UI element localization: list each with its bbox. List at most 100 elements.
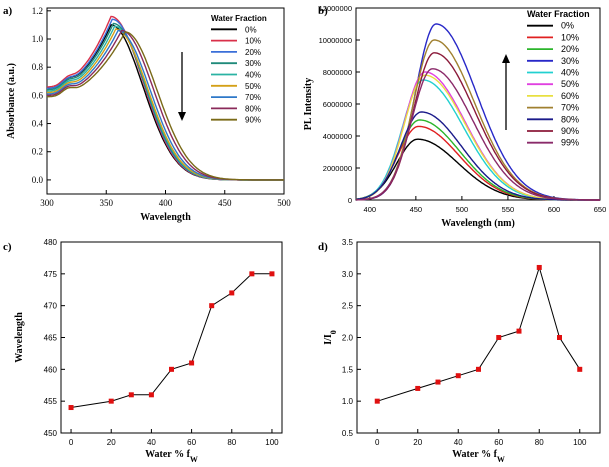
legend-label: 80%: [245, 104, 261, 113]
x-tick-label: 60: [494, 438, 503, 447]
panel-label: c): [3, 241, 12, 253]
x-tick-label: 600: [548, 205, 561, 214]
data-point: [229, 290, 235, 296]
x-tick-label: 450: [218, 198, 232, 208]
y-tick-label: 0.5: [342, 429, 354, 438]
data-point: [209, 303, 215, 309]
data-point: [249, 271, 255, 277]
x-tick-label: 20: [413, 438, 422, 447]
legend-label: 10%: [245, 37, 261, 46]
series-line: [356, 68, 600, 201]
data-point: [68, 405, 74, 411]
x-tick-label: 550: [502, 205, 515, 214]
legend-label: 40%: [245, 71, 261, 80]
y-tick-label: 6000000: [323, 100, 352, 109]
x-tick-label: 60: [187, 438, 196, 447]
y-axis-label: Wavelength: [14, 312, 25, 363]
data-point: [374, 398, 380, 404]
x-tick-label: 80: [227, 438, 236, 447]
y-tick-label: 0.8: [32, 62, 44, 72]
x-tick-label: 100: [573, 438, 587, 447]
y-axis-label: PL Intensity: [303, 78, 314, 131]
y-tick-label: 1.0: [32, 34, 44, 44]
data-point: [435, 379, 441, 385]
x-tick-label: 450: [410, 205, 423, 214]
legend-label: 20%: [561, 44, 579, 54]
x-axis-label-sub: W: [190, 455, 198, 464]
legend-label: 90%: [561, 126, 579, 136]
y-tick-label: 1.2: [32, 6, 43, 16]
series-line: [46, 31, 284, 181]
x-axis-label-sub: W: [497, 455, 505, 464]
legend-title: Water Fraction: [527, 9, 590, 19]
series-line: [377, 265, 581, 402]
legend-title: Water Fraction: [211, 14, 267, 23]
legend-label: 90%: [245, 116, 261, 125]
x-tick-label: 20: [107, 438, 116, 447]
x-tick-label: 500: [456, 205, 469, 214]
y-tick-label: 1.0: [342, 397, 354, 406]
legend: Water Fraction 0% 10% 20% 30% 40% 50% 70% 80% 90%: [211, 14, 267, 125]
data-point: [269, 271, 275, 277]
y-tick-label: 10000000: [319, 36, 352, 45]
series-line: [70, 273, 272, 408]
legend-label: 10%: [561, 32, 579, 42]
data-point: [415, 385, 421, 391]
y-tick-label: 0.0: [32, 175, 44, 185]
legend: Water Fraction 0%10% 20% 30% 40%50% 60% 70%80%…: [527, 9, 590, 148]
y-tick-label: 0.2: [32, 147, 43, 157]
data-point: [189, 360, 195, 366]
x-tick-label: 500: [277, 198, 291, 208]
panel-a: 300 350 400 450 500 0.0 0.2 0.4 0.6 0.8 1.0 1.2 a) Wa…: [3, 5, 291, 223]
y-tick-label: 0.4: [32, 119, 44, 129]
data-point: [108, 398, 114, 404]
y-axis-label: Absorbance (a.u.): [6, 63, 17, 139]
x-tick-label: 400: [159, 198, 173, 208]
x-tick-label: 0: [375, 438, 380, 447]
y-tick-label: 3.5: [342, 238, 354, 247]
data-point: [169, 366, 174, 372]
x-tick-label: 40: [147, 438, 156, 447]
x-axis-label: Wavelength (nm): [441, 218, 515, 229]
panel-label: d): [318, 241, 328, 253]
data-point: [577, 366, 583, 372]
legend-label: 80%: [561, 114, 579, 124]
x-tick-label: 300: [40, 198, 54, 208]
legend-label: 40%: [561, 68, 579, 78]
y-tick-label: 480: [44, 238, 58, 247]
legend-label: 70%: [561, 103, 579, 113]
x-tick-label: 80: [535, 438, 544, 447]
y-tick-label: 1.5: [342, 365, 354, 374]
x-tick-label: 100: [265, 438, 279, 447]
legend-label: 50%: [245, 82, 261, 91]
panel-label: a): [3, 5, 13, 17]
legend-label: 20%: [245, 48, 261, 57]
x-axis-label: Water % fW: [452, 449, 505, 464]
y-tick-label: 450: [44, 429, 58, 438]
trend-arrow-head: [502, 54, 510, 63]
data-point: [128, 392, 134, 398]
legend-label: 30%: [561, 56, 579, 66]
legend-label: 50%: [561, 79, 579, 89]
data-point: [536, 264, 542, 270]
panel-d: 0 20 40 60 80 100 0.5 1.0 1.5 2.0 2.5 3.0 3.5 d) Water…: [318, 238, 601, 464]
y-tick-label: 2000000: [323, 164, 352, 173]
y-tick-label: 2.0: [342, 334, 354, 343]
x-tick-label: 400: [364, 205, 377, 214]
y-tick-label: 455: [44, 397, 58, 406]
legend-label: 30%: [245, 59, 261, 68]
y-tick-label: 460: [44, 365, 58, 374]
y-tick-label: 4000000: [323, 132, 352, 141]
data-point: [148, 392, 154, 398]
panel-b: 400 450 500 550 600 650 0 2000000 4000000 6000000…: [303, 4, 606, 229]
y-tick-label: 0: [348, 196, 352, 205]
y-tick-label: 3.0: [342, 270, 354, 279]
x-axis-label: Water % fW: [145, 449, 198, 464]
panel-c: 0 20 40 60 80 100 450 455 460 465 470 475 480 c) Water…: [3, 238, 283, 464]
legend-label: 0%: [561, 21, 574, 31]
y-tick-label: 470: [44, 302, 58, 311]
legend-label: 99%: [561, 138, 579, 148]
x-tick-label: 0: [69, 438, 74, 447]
x-tick-label: 650: [594, 205, 607, 214]
